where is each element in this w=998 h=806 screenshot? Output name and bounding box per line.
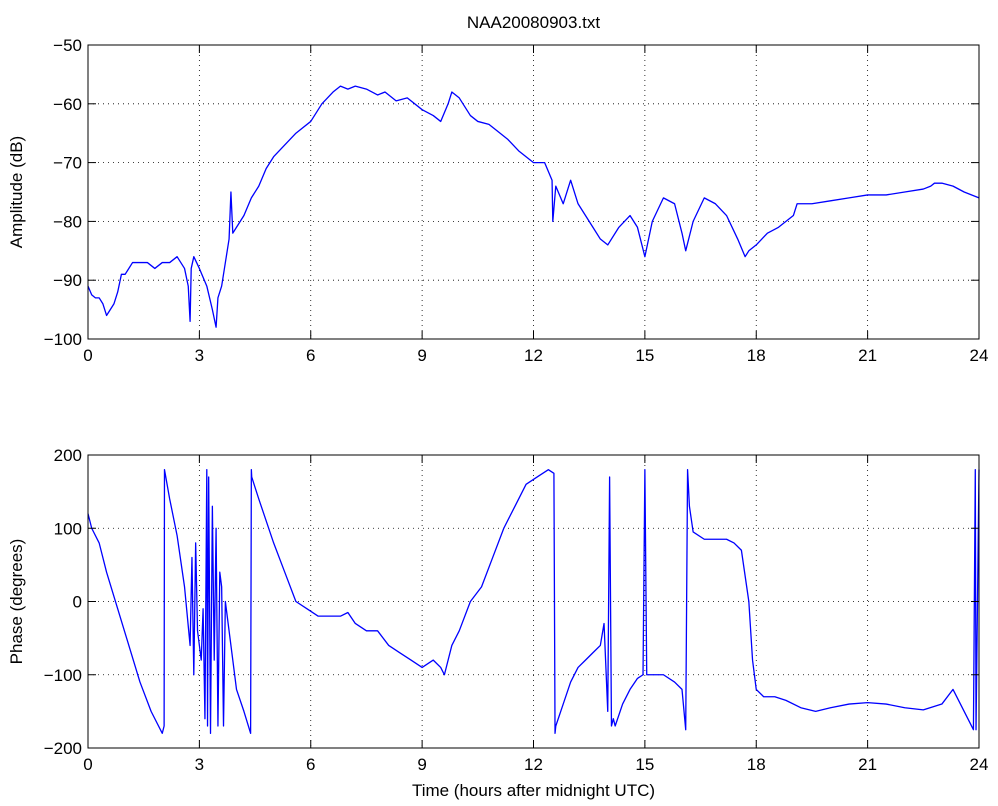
- amplitude-y-tick-label: −50: [53, 36, 82, 55]
- phase-x-axis-label: Time (hours after midnight UTC): [412, 781, 655, 800]
- amplitude-y-tick-label: −90: [53, 271, 82, 290]
- phase-x-tick-label: 6: [306, 755, 315, 774]
- phase-x-tick-label: 18: [747, 755, 766, 774]
- amplitude-y-tick-label: −80: [53, 212, 82, 231]
- phase-x-tick-label: 12: [524, 755, 543, 774]
- amplitude-x-tick-label: 6: [306, 346, 315, 365]
- amplitude-y-tick-label: −60: [53, 95, 82, 114]
- phase-x-tick-label: 9: [417, 755, 426, 774]
- phase-x-tick-label: 3: [195, 755, 204, 774]
- phase-y-tick-label: −200: [44, 739, 82, 758]
- amplitude-y-tick-label: −100: [44, 330, 82, 349]
- chart-title: NAA20080903.txt: [467, 13, 601, 32]
- amplitude-x-tick-label: 0: [83, 346, 92, 365]
- amplitude-x-tick-label: 3: [195, 346, 204, 365]
- phase-plot: 0 3 6 9 12 15 18 21 24 −200 −100 0 100 200 Phase (degr…: [7, 446, 988, 800]
- phase-x-tick-label: 21: [858, 755, 877, 774]
- phase-x-tick-label: 15: [635, 755, 654, 774]
- amplitude-y-axis-label: Amplitude (dB): [7, 136, 26, 248]
- amplitude-axes-background: [88, 45, 979, 339]
- amplitude-x-tick-label: 21: [858, 346, 877, 365]
- phase-y-axis-label: Phase (degrees): [7, 539, 26, 665]
- amplitude-x-tick-label: 15: [635, 346, 654, 365]
- amplitude-x-tick-label: 18: [747, 346, 766, 365]
- phase-series-line: [87, 469, 980, 734]
- phase-x-tick-label: 24: [970, 755, 989, 774]
- amplitude-plot: 0 3 6 9 12 15 18 21 24 −100 −90 −80 −70 −60 −50 Amplitu…: [7, 36, 988, 365]
- phase-y-tick-label: 0: [73, 593, 82, 612]
- amplitude-y-tick-label: −70: [53, 154, 82, 173]
- amplitude-x-tick-label: 12: [524, 346, 543, 365]
- amplitude-series-line: [87, 85, 980, 328]
- amplitude-x-tick-label: 24: [970, 346, 989, 365]
- phase-x-tick-label: 0: [83, 755, 92, 774]
- phase-y-tick-label: −100: [44, 666, 82, 685]
- phase-y-tick-label: 100: [54, 519, 82, 538]
- amplitude-x-tick-label: 9: [417, 346, 426, 365]
- phase-y-tick-label: 200: [54, 446, 82, 465]
